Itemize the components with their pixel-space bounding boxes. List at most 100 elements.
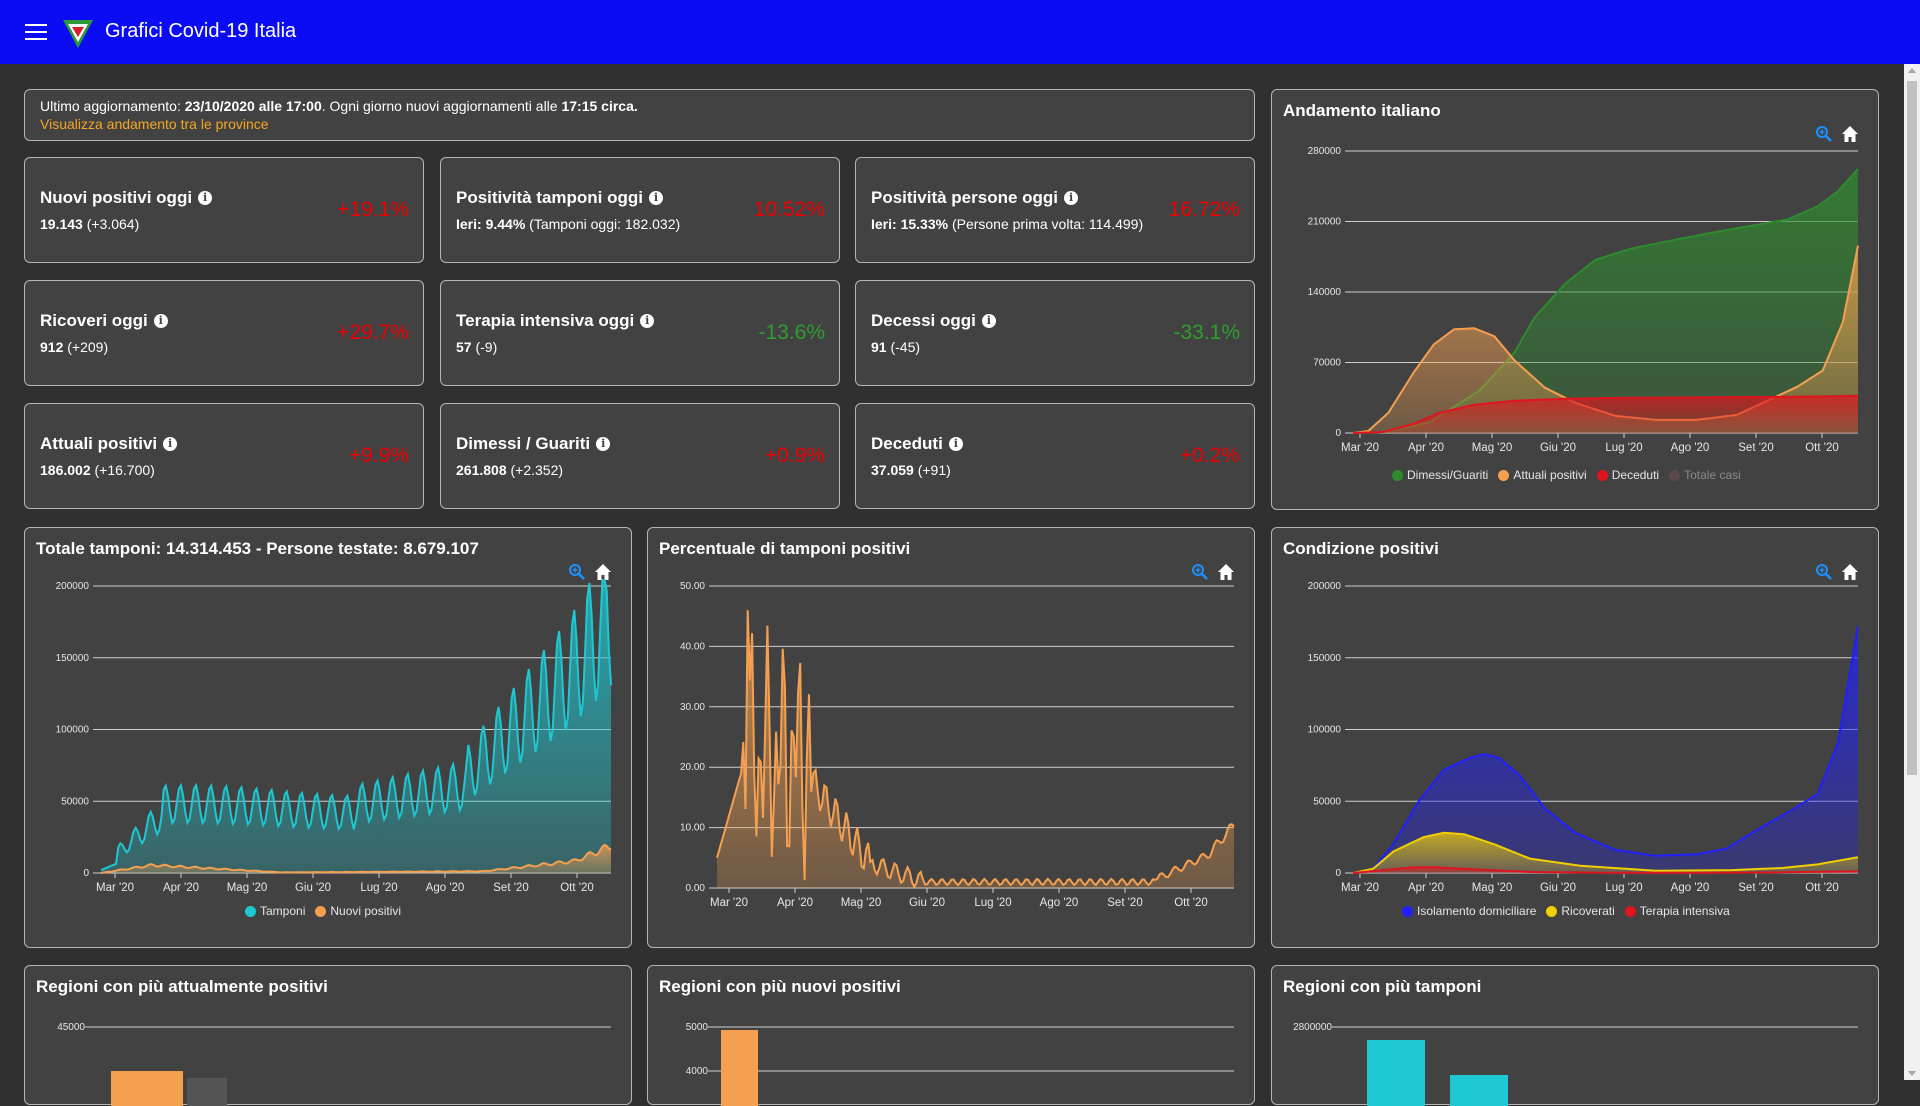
legend-dot-icon: [1596, 469, 1608, 481]
stat-card-title-text: Nuovi positivi oggi: [40, 188, 193, 207]
stat-card: Ricoveri oggi i 912 (+209) +29.7%: [24, 280, 424, 386]
home-icon[interactable]: [1841, 125, 1859, 143]
zoom-icon[interactable]: [568, 563, 586, 581]
y-tick-label: 100000: [56, 725, 90, 736]
legend-item[interactable]: Ricoverati: [1546, 904, 1615, 918]
info-icon[interactable]: i: [948, 437, 963, 451]
legend-item[interactable]: Totale casi: [1669, 468, 1741, 482]
x-tick-label: Mar '20: [710, 897, 748, 909]
info-icon[interactable]: i: [596, 437, 611, 451]
stat-card-percent: -13.6%: [758, 321, 825, 344]
zoom-icon[interactable]: [1815, 563, 1833, 581]
app-title: Grafici Covid-19 Italia: [105, 20, 297, 42]
legend-item[interactable]: Tamponi: [245, 904, 305, 918]
legend-item[interactable]: Deceduti: [1596, 468, 1660, 482]
legend-label: Isolamento domiciliare: [1417, 904, 1537, 918]
legend-dot-icon: [1402, 905, 1413, 917]
info-icon[interactable]: i: [649, 191, 664, 205]
legend-item[interactable]: Nuovi positivi: [315, 904, 401, 918]
chart-title: Totale tamponi: 14.314.453 - Persone tes…: [36, 539, 479, 558]
stat-card-percent: +19.1%: [337, 198, 409, 221]
legend-item[interactable]: Dimessi/Guariti: [1392, 468, 1488, 482]
update-info-panel: Ultimo aggiornamento: 23/10/2020 alle 17…: [24, 89, 1255, 141]
home-icon[interactable]: [594, 563, 612, 581]
percentuale-chart-panel: Percentuale di tamponi positivi 50.00 40.0…: [647, 527, 1255, 948]
y-tick-label: 50.00: [680, 581, 705, 592]
x-tick-label: Mag '20: [1472, 442, 1513, 454]
x-tick-label: Mag '20: [227, 882, 268, 894]
legend-dot-icon: [1392, 469, 1403, 481]
series-line: [1352, 626, 1859, 874]
legend-item[interactable]: Attuali positivi: [1498, 468, 1587, 482]
chart-title: Regioni con più tamponi: [1283, 977, 1482, 996]
legend-item[interactable]: Terapia intensiva: [1624, 904, 1730, 918]
legend-dot-icon: [1498, 469, 1510, 481]
stat-card: Dimessi / Guariti i 261.808 (+2.352) +0.9%: [440, 403, 840, 509]
stat-card-value: 912 (+209): [40, 339, 109, 355]
legend-label: Tamponi: [260, 904, 306, 918]
stat-card-title: Positività persone oggi i: [871, 188, 1079, 208]
stat-card-value: 57 (-9): [456, 339, 498, 355]
x-tick-label: Ago '20: [1671, 442, 1710, 454]
x-tick-label: Apr '20: [1408, 442, 1444, 454]
series-line: [1352, 831, 1859, 874]
province-link[interactable]: Visualizza andamento tra le province: [40, 116, 269, 132]
scrollbar[interactable]: [1904, 64, 1920, 1080]
x-tick-label: Ago '20: [426, 882, 465, 894]
x-tick-label: Ago '20: [1040, 897, 1079, 909]
x-tick-label: Apr '20: [1408, 882, 1444, 894]
home-icon[interactable]: [1217, 563, 1235, 581]
x-tick-label: Mar '20: [96, 882, 134, 894]
info-icon[interactable]: i: [153, 314, 168, 328]
y-tick-label: 20.00: [680, 762, 705, 773]
zoom-icon[interactable]: [1191, 563, 1209, 581]
y-tick-label: 0: [1335, 868, 1341, 879]
scrollbar-thumb[interactable]: [1907, 81, 1917, 775]
legend-label: Deceduti: [1611, 468, 1660, 482]
stat-card-title-text: Terapia intensiva oggi: [456, 311, 635, 330]
chart-toolbar: [1191, 563, 1235, 581]
x-tick-label: Set '20: [1107, 897, 1142, 909]
y-tick-label: 210000: [1308, 217, 1342, 228]
x-tick-label: Apr '20: [163, 882, 199, 894]
info-icon[interactable]: i: [981, 314, 996, 328]
y-tick-label: 200000: [56, 581, 90, 592]
stat-card-title-text: Ricoveri oggi: [40, 311, 148, 330]
regioni-attuali-chart-panel: Regioni con più attualmente positivi 4500…: [24, 965, 632, 1106]
bar: [1367, 1040, 1425, 1106]
stat-card: Positività persone oggi i Ieri: 15.33% (Pe…: [855, 157, 1255, 263]
x-tick-label: Mag '20: [1472, 882, 1513, 894]
y-tick-label: 200000: [1308, 581, 1342, 592]
regioni-tamponi-chart-panel: Regioni con più tamponi 2800000: [1271, 965, 1879, 1106]
y-tick-label: 140000: [1308, 287, 1342, 298]
stat-card-percent: -33.1%: [1173, 321, 1240, 344]
italy-logo-icon: [63, 20, 93, 48]
zoom-icon[interactable]: [1815, 125, 1833, 143]
stat-card: Decessi oggi i 91 (-45) -33.1%: [855, 280, 1255, 386]
home-icon[interactable]: [1841, 563, 1859, 581]
x-tick-label: Lug '20: [1605, 882, 1642, 894]
legend-item[interactable]: Isolamento domiciliare: [1402, 904, 1536, 918]
series-area: [1353, 832, 1858, 873]
legend-label: Nuovi positivi: [330, 904, 402, 918]
stat-card-percent: 16.72%: [1168, 198, 1240, 221]
info-icon[interactable]: i: [198, 191, 213, 205]
stat-card-percent: +0.9%: [764, 444, 825, 467]
menu-icon[interactable]: [25, 24, 47, 40]
series-line: [1352, 245, 1859, 434]
y-tick-label: 70000: [1313, 358, 1341, 369]
legend-dot-icon: [315, 905, 327, 917]
scroll-up-icon[interactable]: [1908, 68, 1916, 73]
info-icon[interactable]: i: [640, 314, 655, 328]
y-tick-label: 150000: [1308, 653, 1342, 664]
x-tick-label: Set '20: [493, 882, 528, 894]
info-icon[interactable]: i: [163, 437, 178, 451]
info-icon[interactable]: i: [1064, 191, 1079, 205]
x-tick-label: Ott '20: [1805, 442, 1839, 454]
chart-svg: 50.00 40.00 30.00 20.00 10.00 0.00 Mar '20 Apr …: [680, 581, 1235, 909]
condizione-chart-panel: Condizione positivi 200000 150000 100000 500…: [1271, 527, 1879, 948]
stat-card-title: Ricoveri oggi i: [40, 311, 168, 331]
scroll-down-icon[interactable]: [1908, 1071, 1916, 1076]
